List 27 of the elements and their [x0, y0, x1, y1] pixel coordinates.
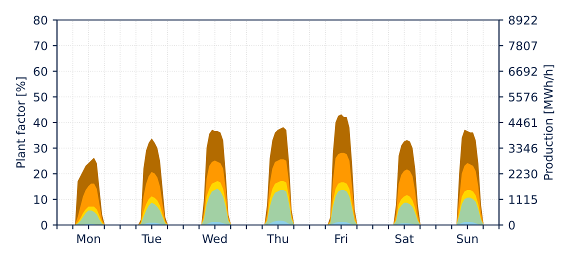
- y-tick-label: 20: [34, 169, 48, 178]
- y-axis-title: Plant factor [%]: [16, 77, 26, 168]
- x-tick-label: Fri: [335, 234, 348, 243]
- y2-tick-label: 6692: [508, 66, 537, 76]
- x-tick-label: Wed: [202, 234, 227, 244]
- y2-axis-title: Production [MWh/h]: [544, 65, 554, 180]
- x-tick-label: Sun: [456, 234, 478, 244]
- y2-tick-label: 4461: [508, 118, 537, 128]
- y-tick-label: 70: [34, 41, 48, 50]
- y2-tick-label: 0: [508, 220, 515, 230]
- y-tick-label: 50: [34, 92, 48, 102]
- y-tick-label: 30: [34, 144, 48, 153]
- y2-tick-label: 1115: [509, 195, 538, 204]
- x-tick-label: Thu: [266, 234, 288, 244]
- y-tick-label: 80: [34, 16, 48, 25]
- y-tick-label: 10: [34, 195, 48, 204]
- x-tick-label: Sat: [395, 234, 414, 244]
- y-tick-label: 40: [34, 118, 48, 128]
- y2-tick-label: 2230: [508, 169, 538, 178]
- x-tick-label: Tue: [142, 234, 162, 244]
- x-tick-label: Mon: [77, 234, 100, 244]
- y-tick-label: 0: [41, 220, 48, 230]
- y-tick-label: 60: [34, 66, 48, 76]
- y2-tick-label: 8922: [508, 16, 537, 25]
- y2-tick-label: 7807: [508, 41, 538, 50]
- y2-tick-label: 5576: [508, 92, 538, 102]
- y2-tick-label: 3346: [508, 144, 538, 153]
